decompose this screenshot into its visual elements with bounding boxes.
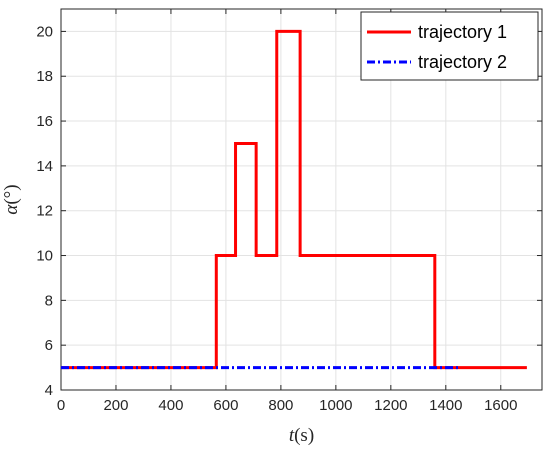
x-axis-symbol: t — [289, 425, 295, 446]
x-tick-label: 600 — [213, 397, 238, 414]
x-tick-label: 0 — [57, 397, 65, 414]
y-tick-label: 12 — [36, 203, 53, 220]
y-tick-label: 10 — [36, 248, 53, 265]
y-tick-label: 18 — [36, 68, 53, 85]
y-axis-symbol: α — [1, 204, 22, 215]
x-tick-label: 800 — [268, 397, 293, 414]
y-tick-label: 4 — [45, 382, 53, 399]
x-tick-label: 1200 — [374, 397, 407, 414]
x-tick-label: 1000 — [319, 397, 352, 414]
y-tick-label: 16 — [36, 113, 53, 130]
y-tick-label: 20 — [36, 23, 53, 40]
legend-label: trajectory 2 — [418, 52, 507, 72]
x-tick-label: 400 — [158, 397, 183, 414]
series-line-trajectory-1 — [61, 29, 527, 370]
x-axis-unit: (s) — [294, 425, 314, 446]
legend-label: trajectory 1 — [418, 22, 507, 42]
x-tick-label: 1600 — [484, 397, 517, 414]
x-axis-label: t(s) — [289, 425, 314, 446]
plot-area-frame — [60, 8, 543, 391]
axis-ticks: 0 200 400 600 800 1000 1200 1400 1600 4 6 8 10 12 14 16… — [36, 9, 542, 414]
legend-box — [360, 11, 539, 81]
x-tick-label: 200 — [103, 397, 128, 414]
x-tick-label: 1400 — [429, 397, 462, 414]
y-tick-label: 8 — [45, 292, 53, 309]
y-axis-unit: (°) — [1, 184, 22, 204]
legend: trajectory 1 trajectory 2 — [360, 11, 539, 81]
series-layer — [61, 29, 527, 370]
y-tick-label: 14 — [36, 158, 53, 175]
y-axis-label: α(°) — [1, 184, 22, 214]
y-tick-label: 6 — [45, 337, 53, 354]
